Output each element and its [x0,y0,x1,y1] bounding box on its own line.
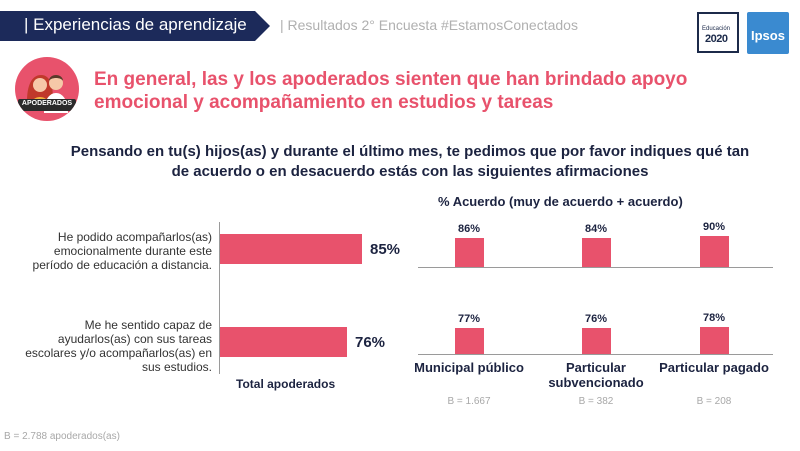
left-chart-axis [219,222,220,374]
left-bar-value-label: 85% [370,241,401,258]
right-bar [582,328,611,354]
headline: En general, las y los apoderados sienten… [94,69,688,113]
right-chart-baseline [418,354,773,355]
avatar-label: APODERADOS [21,100,73,107]
right-bar [700,327,729,354]
base-footnote: B = 2.788 apoderados(as) [4,431,120,442]
left-bar-value-label: 76% [355,334,386,351]
right-category-label: Particular pagado [659,360,769,375]
statement-label: He podido acompañarlos(as) emocionalment… [32,230,212,272]
right-category-base: B = 382 [578,396,614,407]
parents-avatar: APODERADOS [15,57,79,121]
education-logo-line1: Educación [702,26,731,32]
education-2020-logo: Educación 2020 [697,12,739,53]
right-category-label: Particular subvencionado [548,360,644,390]
right-bar-value-label: 84% [584,223,608,235]
ipsos-logo: Ipsos [747,12,789,54]
right-bar [455,328,484,354]
right-bar-value-label: 86% [457,223,481,235]
right-category-base: B = 208 [696,396,732,407]
right-category-label: Municipal público [414,360,524,375]
survey-question: Pensando en tu(s) hijos(as) y durante el… [70,143,750,180]
left-bar [220,234,362,264]
education-logo-line2: 2020 [705,33,728,45]
avatar-badge: APODERADOS [18,99,76,111]
right-bar [455,238,484,267]
section-subtitle: | Resultados 2° Encuesta #EstamosConecta… [280,17,578,33]
ipsos-logo-text: Ipsos [751,28,785,43]
right-chart-title: % Acuerdo (muy de acuerdo + acuerdo) [438,194,683,209]
right-bar [582,238,611,267]
left-bar [220,327,347,357]
right-chart-baseline [418,267,773,268]
right-bar-value-label: 90% [702,221,726,233]
right-bar [700,236,729,267]
statement-label: Me he sentido capaz de ayudarlos(as) con… [25,318,212,374]
header-banner-shape [0,11,270,41]
parents-icon [27,75,68,113]
section-title: | Experiencias de aprendizaje [24,15,247,34]
header-banner [0,11,270,41]
right-bar-value-label: 78% [702,312,726,324]
left-chart-xlabel: Total apoderados [236,377,336,391]
right-bar-value-label: 77% [457,313,481,325]
right-bar-value-label: 76% [584,313,608,325]
right-category-base: B = 1.667 [447,396,491,407]
